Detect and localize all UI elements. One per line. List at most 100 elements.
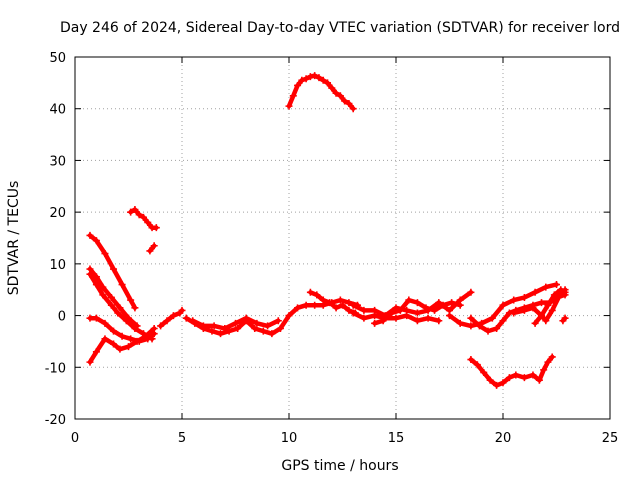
data-point <box>101 335 109 343</box>
data-point <box>311 72 319 80</box>
series-trace-6 <box>127 206 160 232</box>
data-point <box>139 213 147 221</box>
data-point <box>199 322 207 330</box>
data-point <box>319 296 327 304</box>
data-point <box>114 309 122 317</box>
data-point <box>538 299 546 307</box>
data-point <box>336 296 344 304</box>
series-trace-19 <box>531 286 569 327</box>
data-point <box>422 304 430 312</box>
data-point <box>274 317 282 325</box>
data-point <box>217 330 225 338</box>
data-point <box>234 325 242 332</box>
data-point <box>116 345 124 353</box>
data-point <box>371 319 379 327</box>
data-point <box>326 299 334 307</box>
data-point <box>488 314 496 322</box>
data-point <box>142 332 150 340</box>
data-point <box>146 247 154 255</box>
data-point <box>182 314 190 322</box>
data-point <box>413 309 421 317</box>
data-point <box>339 301 346 309</box>
data-point <box>285 312 293 320</box>
data-point <box>493 325 501 332</box>
plot-frame <box>74 56 611 420</box>
series-trace-15 <box>371 296 464 327</box>
x-tick-label: 5 <box>178 431 186 446</box>
series-trace-11 <box>285 72 357 113</box>
y-axis-label: SDTVAR / TECUs <box>6 181 22 296</box>
series-trace-21 <box>559 314 569 325</box>
data-point <box>221 325 229 332</box>
data-point <box>86 270 94 278</box>
data-point <box>242 314 250 322</box>
x-tick-label: 15 <box>388 431 405 446</box>
data-point <box>127 208 135 216</box>
data-point <box>232 319 239 327</box>
data-point <box>413 299 421 307</box>
data-point <box>86 231 94 239</box>
data-point <box>435 299 443 307</box>
chart-title: Day 246 of 2024, Sidereal Day-to-day VTE… <box>60 20 620 36</box>
data-point <box>150 242 158 250</box>
data-point <box>264 322 272 330</box>
series-trace-5 <box>86 325 158 366</box>
series-trace-20 <box>467 353 556 389</box>
data-point <box>289 92 297 100</box>
data-point <box>531 319 539 327</box>
data-point <box>268 330 276 338</box>
y-tick-label: 30 <box>49 154 66 169</box>
data-point <box>535 376 543 384</box>
data-point <box>208 327 216 335</box>
data-point <box>157 322 165 330</box>
data-point <box>544 301 552 309</box>
data-point <box>110 340 118 348</box>
data-point <box>144 218 152 226</box>
data-point <box>493 381 501 389</box>
data-point <box>118 281 126 289</box>
data-point <box>456 319 464 327</box>
data-point <box>302 75 310 83</box>
data-point <box>360 314 368 322</box>
data-point <box>152 224 160 232</box>
y-tick-label: 0 <box>58 310 66 325</box>
data-point <box>542 317 550 325</box>
data-point <box>294 304 302 312</box>
data-point <box>371 312 379 320</box>
data-point <box>125 343 132 351</box>
data-point <box>349 301 357 309</box>
data-point <box>107 301 115 309</box>
data-point <box>135 211 143 219</box>
data-point <box>315 74 323 82</box>
data-point <box>116 304 124 312</box>
data-point <box>110 327 118 335</box>
data-point <box>285 102 293 110</box>
data-point <box>467 314 475 322</box>
data-point <box>544 358 552 366</box>
data-point <box>520 374 528 382</box>
data-point <box>396 306 404 314</box>
data-point <box>122 317 130 325</box>
series-trace-16 <box>446 281 560 330</box>
data-point <box>131 206 139 214</box>
data-point <box>538 312 546 320</box>
data-point <box>306 288 314 296</box>
data-point <box>349 309 357 317</box>
data-point <box>345 100 353 108</box>
data-point <box>324 79 332 87</box>
axis-ticks: 0 5 10 15 20 25 -20 -10 0 10 20 30 40 50 <box>45 51 619 446</box>
data-point <box>118 332 126 340</box>
data-point <box>178 306 186 314</box>
data-point <box>467 356 475 364</box>
data-point <box>557 286 565 294</box>
data-point <box>294 81 302 89</box>
series-trace-3 <box>86 270 156 343</box>
data-point <box>561 288 569 296</box>
data-point <box>520 306 528 314</box>
data-point <box>92 348 100 356</box>
data-point <box>86 314 94 322</box>
data-point <box>448 299 456 307</box>
data-point <box>480 368 488 376</box>
y-tick-label: 50 <box>49 51 66 66</box>
x-axis-label: GPS time / hours <box>281 458 398 474</box>
